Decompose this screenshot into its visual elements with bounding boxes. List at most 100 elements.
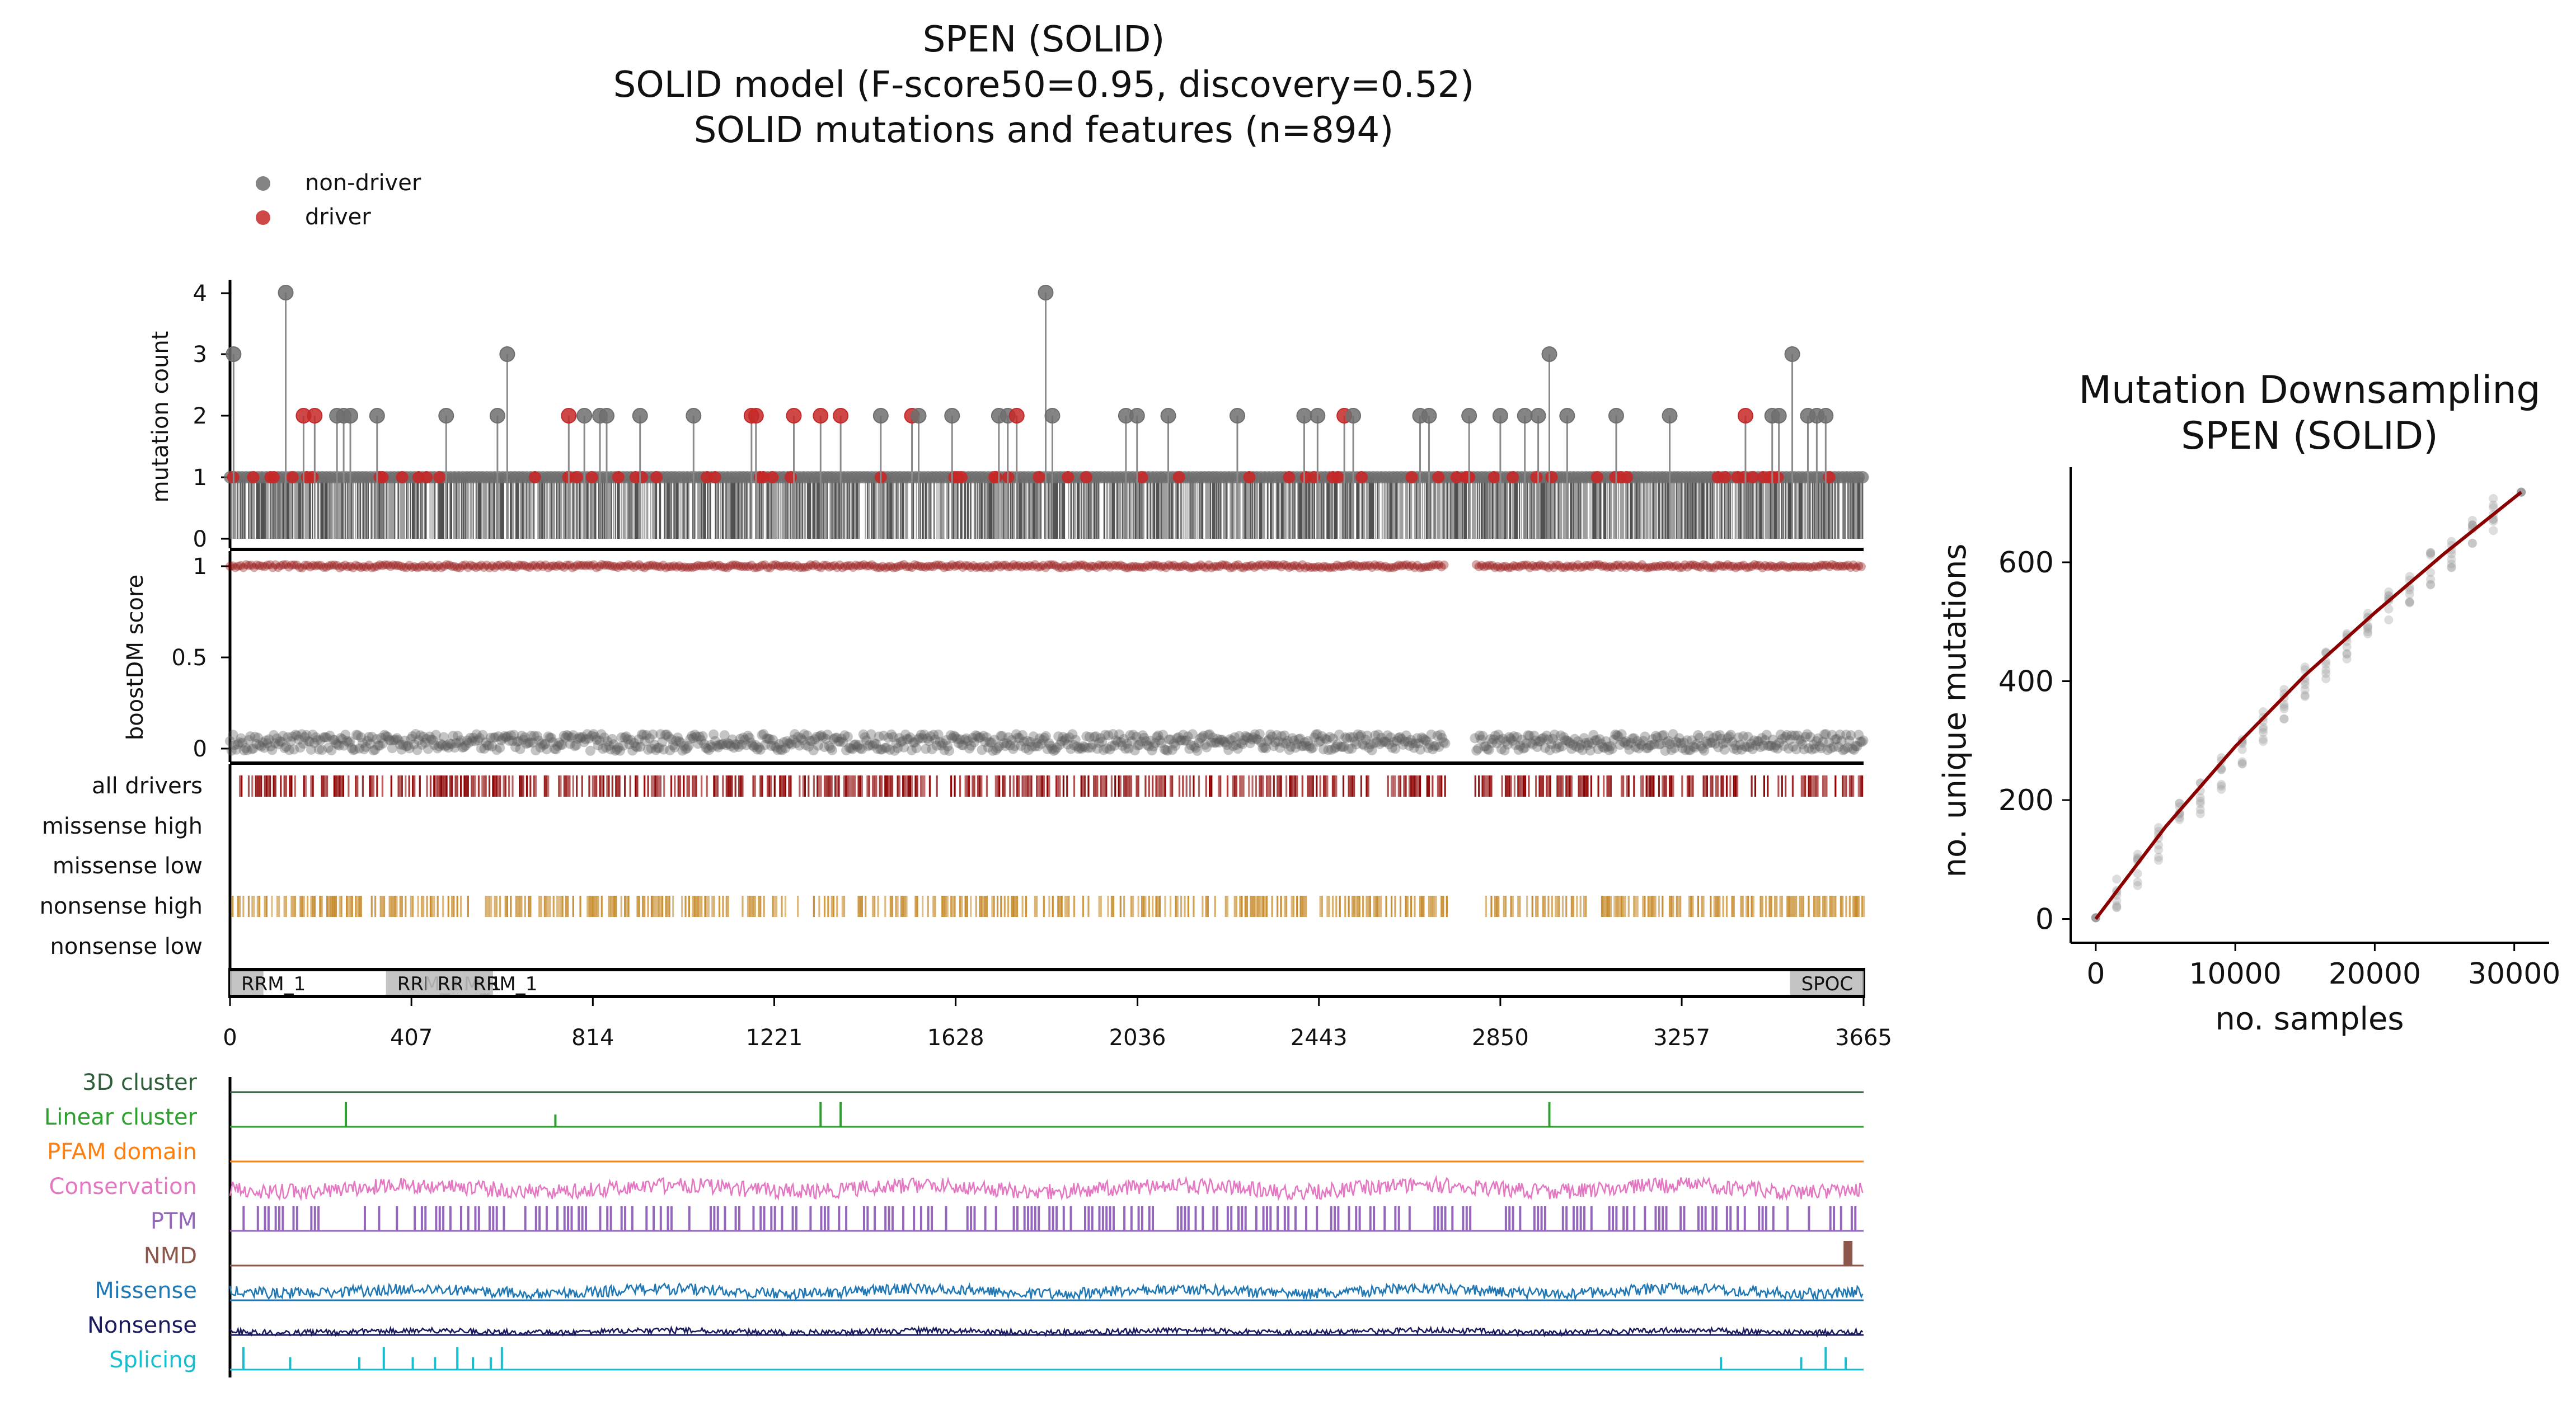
driver-marker-count-1 [612, 471, 625, 483]
driver-tick [1781, 775, 1783, 797]
driver-marker-count-1 [1033, 471, 1045, 483]
boost-driver-point [1257, 560, 1267, 570]
peak-marker [342, 408, 359, 424]
ptm-tick [1244, 1206, 1247, 1231]
track-label-all-drivers: all drivers [92, 773, 203, 799]
boost-driver-point [1140, 563, 1149, 572]
boost-driver-point [1555, 561, 1564, 570]
mutation-count-panel: mutation count 0 1 2 3 4 [148, 280, 1869, 552]
driver-tick [1608, 775, 1610, 797]
driver-tick [534, 775, 537, 797]
boost-nondriver-point [465, 732, 476, 743]
boost-driver-point [482, 560, 491, 570]
boost-driver-point [453, 563, 462, 572]
boost-nondriver-point [360, 741, 371, 752]
driver-tick [1344, 896, 1346, 917]
boost-driver-point [1846, 563, 1855, 572]
ptm-tick [435, 1206, 438, 1231]
ptm-tick [1465, 1206, 1468, 1231]
driver-tick [1567, 775, 1569, 797]
boost-driver-point [1701, 561, 1711, 570]
boost-nondriver-point [451, 738, 462, 749]
driver-tick [595, 896, 598, 917]
driver-tick [567, 775, 569, 797]
driver-tick [1169, 896, 1172, 917]
boost-nondriver-point [760, 740, 771, 750]
ptm-tick [1572, 1206, 1575, 1231]
driver-tick [1579, 896, 1582, 917]
boost-driver-point [1003, 562, 1013, 572]
driver-tick [294, 896, 296, 917]
driver-tick [388, 896, 391, 917]
driver-tick [481, 775, 484, 797]
ptm-tick [1358, 1206, 1361, 1231]
driver-tick [520, 775, 523, 797]
driver-tick [549, 896, 551, 917]
boost-driver-point [1723, 560, 1733, 570]
driver-tick [636, 775, 639, 797]
boost-driver-point [1068, 562, 1077, 572]
boost-driver-point [1557, 563, 1566, 572]
driver-tick [1098, 896, 1100, 917]
boost-driver-point [1645, 562, 1655, 572]
ptm-tick [862, 1206, 865, 1231]
boost-nondriver-point [256, 741, 266, 752]
boost-driver-point [1153, 561, 1163, 570]
driver-tick [1706, 775, 1709, 797]
driver-tick [1437, 775, 1439, 797]
driver-tick [1152, 896, 1154, 917]
boost-driver-point [255, 561, 264, 570]
boost-nondriver-point [627, 745, 638, 756]
boost-driver-point [1696, 562, 1706, 572]
driver-tick [312, 896, 314, 917]
boost-nondriver-point [343, 737, 354, 748]
driver-tick [647, 896, 649, 917]
ds-xtick-label: 10000 [2189, 957, 2281, 991]
ptm-tick [820, 1206, 823, 1231]
driver-tick [952, 896, 954, 917]
boost-driver-point [822, 561, 831, 570]
boost-driver-point [667, 562, 676, 571]
boost-driver-point [1357, 562, 1366, 571]
ptm-tick [1540, 1206, 1543, 1231]
driver-tick [1604, 896, 1607, 917]
boost-driver-point [937, 561, 946, 570]
driver-tick [241, 775, 243, 797]
boost-nondriver-point [717, 739, 728, 749]
boost-driver-point [720, 562, 730, 572]
boost-driver-point [1563, 561, 1572, 571]
ptm-tick [1715, 1206, 1718, 1231]
boost-nondriver-point [345, 736, 355, 747]
driver-tick [280, 775, 282, 797]
boost-driver-point [226, 562, 234, 571]
boost-nondriver-point [608, 739, 619, 750]
ptm-tick [414, 1206, 416, 1231]
boost-driver-point [1289, 561, 1299, 570]
driver-tick [1627, 775, 1630, 797]
peak-marker [1737, 408, 1753, 424]
driver-tick [538, 896, 541, 917]
ptm-tick [1576, 1206, 1579, 1231]
driver-tick [1084, 775, 1086, 797]
driver-tick [1768, 896, 1771, 917]
ptm-tick [631, 1206, 634, 1231]
driver-tick [390, 775, 392, 797]
driver-tick [609, 896, 612, 917]
boost-driver-point [1316, 563, 1326, 572]
boost-nondriver-point [332, 739, 343, 750]
driver-tick [1394, 896, 1396, 917]
driver-tick [838, 775, 840, 797]
driver-tick [674, 775, 676, 797]
ds-xtick-label: 20000 [2329, 957, 2421, 991]
driver-tick [1073, 896, 1076, 917]
boost-driver-point [1322, 562, 1331, 572]
boost-nondriver-point [309, 737, 320, 748]
boost-nondriver-point [671, 736, 682, 746]
boost-driver-point [875, 563, 885, 572]
driver-tick [773, 775, 776, 797]
boost-driver-point [1629, 562, 1639, 571]
driver-tick [1531, 896, 1533, 917]
driver-tick [1289, 775, 1291, 797]
driver-tick [982, 896, 984, 917]
boost-nondriver-point [507, 736, 518, 746]
